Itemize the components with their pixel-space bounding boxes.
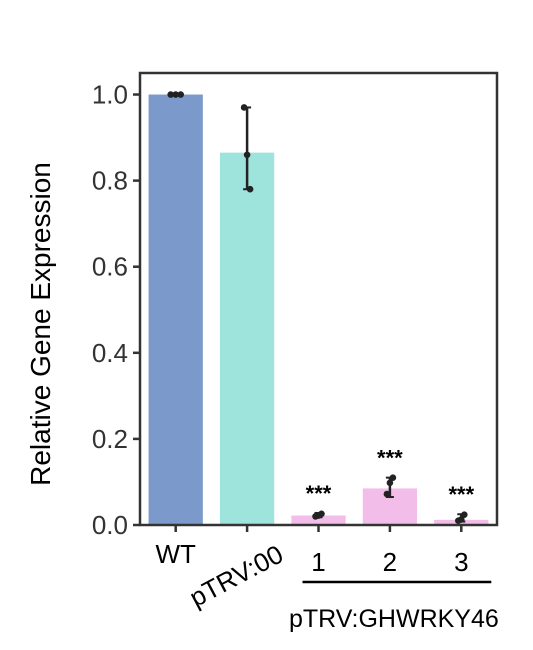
y-tick-label-1: 0.2 [92,424,128,454]
bar-1 [219,152,275,525]
data-point-1-2 [246,185,254,193]
data-point-0-1 [172,91,179,98]
bars-layer [148,94,489,526]
x-tick-label-3: 2 [383,547,397,577]
data-point-3-0 [383,490,391,498]
significance-label-2: *** [306,481,332,506]
data-point-0-2 [177,91,184,98]
y-tick-label-2: 0.4 [92,338,128,368]
data-point-2-2 [318,510,325,518]
bar-0 [148,94,203,526]
x-tick-label-4: 3 [454,547,468,577]
data-point-1-0 [240,104,248,111]
data-points-layer [167,91,468,524]
significance-label-3: *** [377,446,403,471]
y-tick-label-4: 0.8 [92,166,128,196]
error-bars-layer [243,106,466,523]
data-point-1-1 [243,151,251,159]
y-tick-label-0: 0.0 [92,510,128,540]
y-tick-label-3: 0.6 [92,252,128,282]
group-label: pTRV:GHWRKY46 [289,605,499,633]
data-point-4-2 [461,511,468,518]
significance-layer: *** *** *** [306,446,475,508]
y-axis-label: Relative Gene Expression [25,162,56,486]
significance-label-4: *** [448,482,474,507]
y-axis-ticks: 0.0 0.2 0.4 0.6 0.8 1.0 [92,80,140,540]
data-point-3-2 [389,474,397,481]
x-tick-label-1: pTRV:00 [185,539,288,613]
data-point-4-1 [458,516,465,523]
bar-2 [291,515,346,525]
x-tick-label-2: 1 [311,547,325,577]
y-tick-label-5: 1.0 [92,80,128,110]
data-point-0-0 [167,91,174,98]
data-point-3-1 [386,479,394,487]
x-tick-label-0: WT [155,539,196,569]
